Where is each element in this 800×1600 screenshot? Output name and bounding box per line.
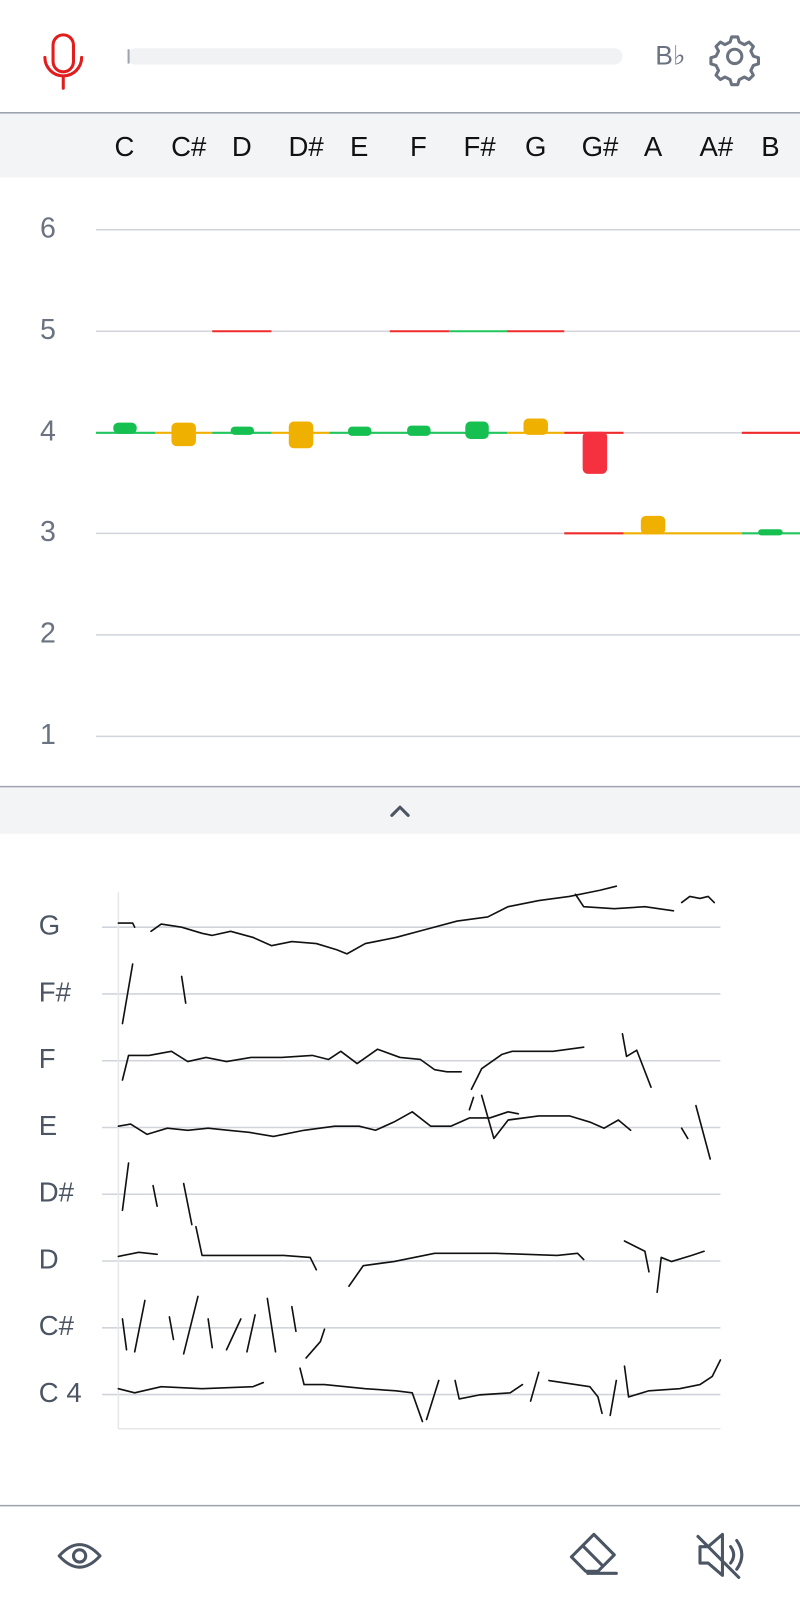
clear-button[interactable] — [569, 1532, 618, 1575]
pitch-label: G — [39, 909, 60, 940]
pitch-label: F — [39, 1043, 56, 1074]
pitch-label: F# — [39, 976, 72, 1007]
mic-stand — [43, 55, 84, 90]
eraser-icon — [569, 1532, 618, 1575]
gear-outline — [709, 35, 761, 87]
trace — [117, 885, 675, 955]
note-label: G — [525, 131, 546, 162]
key-button[interactable]: B♭ — [655, 40, 685, 70]
note-labels: C C# D D# E F F# G G# A A# B — [115, 131, 780, 162]
note-label: B — [761, 131, 779, 162]
trace — [121, 963, 187, 1025]
pitch-label: D — [39, 1243, 59, 1274]
collapse-band — [0, 787, 800, 834]
octave-label: 6 — [40, 212, 56, 244]
note-label: D# — [289, 131, 325, 162]
marker — [640, 515, 666, 535]
trace — [121, 1033, 652, 1091]
eye-outline — [57, 1543, 102, 1569]
note-label: F — [410, 131, 427, 162]
trace — [121, 1295, 326, 1359]
octave-label: 2 — [40, 617, 56, 649]
marker — [347, 426, 372, 436]
view-toggle[interactable] — [57, 1543, 102, 1569]
note-label: D — [232, 131, 252, 162]
trace — [680, 895, 716, 904]
pitch-traces — [117, 885, 722, 1423]
marker — [582, 431, 608, 474]
pitch-markers — [113, 418, 783, 536]
marker — [407, 425, 431, 436]
marker — [113, 422, 137, 434]
marker — [230, 426, 255, 435]
settings-button[interactable] — [709, 35, 761, 87]
octave-grid: 6 5 4 3 2 1 — [40, 212, 800, 751]
marker — [523, 418, 548, 435]
note-header-band — [0, 113, 800, 178]
note-label: A# — [699, 131, 733, 162]
marker — [758, 529, 783, 536]
mic-icon — [51, 33, 75, 74]
marker — [171, 422, 196, 447]
note-label: G# — [582, 131, 619, 162]
note-label: C# — [171, 131, 207, 162]
pitch-label: C 4 — [39, 1377, 82, 1408]
trace — [117, 1094, 712, 1160]
mic-button[interactable] — [43, 33, 84, 90]
gear-center — [726, 47, 744, 66]
note-label: E — [350, 131, 368, 162]
note-label: A — [644, 131, 663, 162]
pitch-label: E — [39, 1110, 57, 1141]
level-bar — [127, 48, 623, 65]
octave-label: 1 — [40, 719, 56, 751]
muted-speaker-icon — [696, 1532, 744, 1579]
collapse-button[interactable] — [390, 805, 410, 817]
pitch-label: C# — [39, 1310, 75, 1341]
marker — [288, 421, 314, 449]
marker — [465, 421, 489, 439]
octave-label: 3 — [40, 516, 56, 548]
mute-button[interactable] — [696, 1532, 744, 1579]
note-label: C — [115, 131, 135, 162]
trace — [117, 1162, 705, 1294]
trace — [117, 1359, 722, 1423]
pitch-label: D# — [39, 1177, 75, 1208]
octave-label: 4 — [40, 415, 56, 447]
pitch-history-grid: G F# F E D# D C# C 4 — [39, 909, 721, 1408]
eye-pupil — [71, 1548, 88, 1564]
octave-label: 5 — [40, 314, 56, 346]
note-label: F# — [464, 131, 497, 162]
